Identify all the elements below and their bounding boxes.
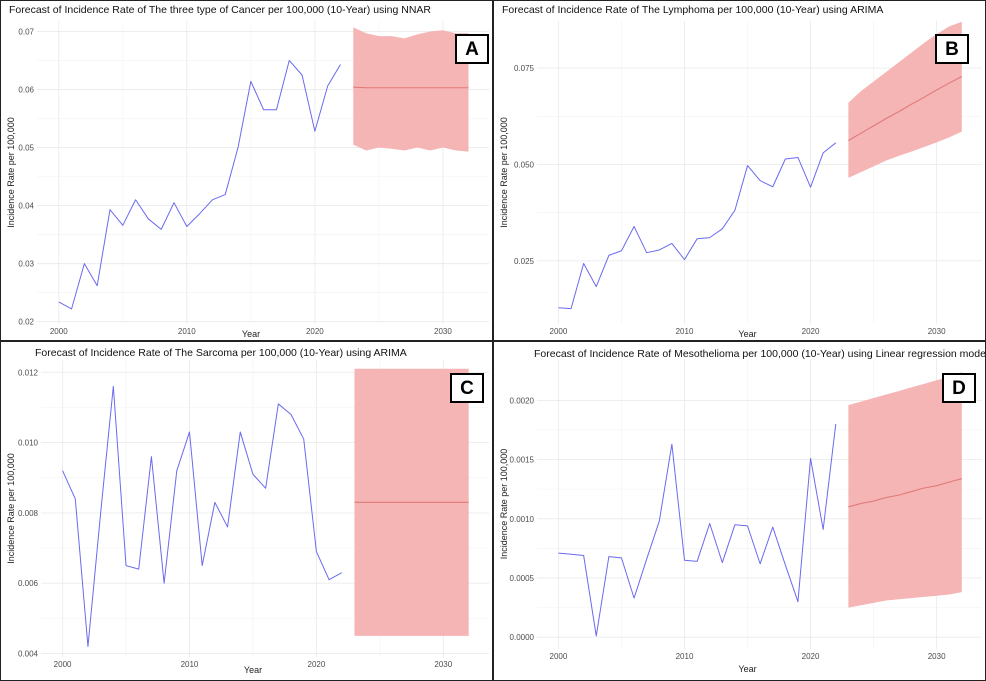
- x-tick-label: 2030: [434, 327, 452, 336]
- chart-panel-b: Forecast of Incidence Rate of The Lympho…: [493, 0, 986, 341]
- panel-badge: C: [450, 373, 484, 403]
- panel-badge: D: [942, 373, 976, 403]
- y-tick-label: 0.0005: [510, 574, 535, 583]
- x-tick-label: 2020: [308, 660, 326, 669]
- x-axis-label: Year: [738, 329, 756, 339]
- panel-badge: B: [935, 34, 969, 64]
- y-tick-label: 0.03: [18, 260, 34, 269]
- x-tick-label: 2030: [928, 327, 946, 336]
- y-tick-label: 0.02: [18, 318, 34, 327]
- y-tick-label: 0.010: [18, 439, 39, 448]
- y-tick-label: 0.07: [18, 27, 34, 36]
- y-tick-label: 0.04: [18, 202, 34, 211]
- history-series-line: [558, 142, 837, 310]
- forecast-interval-band: [848, 372, 962, 608]
- y-tick-label: 0.0015: [510, 456, 535, 465]
- x-tick-label: 2000: [550, 327, 568, 336]
- y-axis-label: Incidence Rate per 100,000: [6, 453, 16, 564]
- chart-title: Forecast of Incidence Rate of The Sarcom…: [35, 347, 407, 359]
- y-tick-label: 0.05: [18, 144, 34, 153]
- forecast-mean-line: [848, 478, 962, 508]
- chart-title: Forecast of Incidence Rate of The Lympho…: [502, 4, 884, 16]
- panel-badge: A: [455, 34, 489, 64]
- y-tick-label: 0.0000: [510, 633, 535, 642]
- chart-svg: 2000 2010 2020 2030 0.025 0.050 0.075 Year Incid…: [499, 21, 982, 339]
- history-series-line: [62, 385, 343, 647]
- y-tick-label: 0.008: [18, 509, 39, 518]
- x-axis-label: Year: [242, 329, 260, 339]
- y-axis-label: Incidence Rate per 100,000: [6, 117, 16, 228]
- chart-svg: 2000 2010 2020 2030 0.02 0.03 0.04 0.05 0.06 0.07…: [6, 21, 489, 339]
- chart-panel-a: Forecast of Incidence Rate of The three …: [0, 0, 493, 341]
- y-axis-label: Incidence Rate per 100,000: [499, 117, 509, 228]
- x-tick-label: 2010: [676, 652, 694, 661]
- y-tick-label: 0.0010: [510, 515, 535, 524]
- x-tick-label: 2020: [306, 327, 324, 336]
- x-tick-label: 2030: [434, 660, 452, 669]
- forecast-mean-line: [848, 76, 963, 141]
- y-tick-label: 0.050: [514, 160, 535, 169]
- y-tick-label: 0.075: [514, 64, 535, 73]
- x-tick-label: 2020: [802, 327, 820, 336]
- x-axis-label: Year: [244, 665, 262, 675]
- y-tick-label: 0.006: [18, 579, 39, 588]
- y-tick-label: 0.004: [18, 649, 39, 658]
- forecast-mean-line: [353, 86, 469, 89]
- x-tick-label: 2010: [181, 660, 199, 669]
- chart-svg: 2000 2010 2020 2030 0.0000 0.0005 0.0010 0.0015…: [499, 359, 982, 674]
- x-tick-label: 2000: [54, 660, 72, 669]
- x-tick-label: 2020: [802, 652, 820, 661]
- history-series-line: [58, 59, 341, 310]
- history-series-line: [558, 424, 837, 637]
- x-tick-label: 2000: [550, 652, 568, 661]
- x-tick-label: 2030: [928, 652, 946, 661]
- chart-title: Forecast of Incidence Rate of The three …: [9, 4, 431, 16]
- forecast-interval-band: [353, 27, 469, 152]
- y-tick-label: 0.06: [18, 85, 34, 94]
- x-tick-label: 2010: [178, 327, 196, 336]
- x-tick-label: 2010: [676, 327, 694, 336]
- y-tick-label: 0.012: [18, 368, 39, 377]
- y-tick-label: 0.025: [514, 257, 535, 266]
- chart-panel-d: Forecast of Incidence Rate of Mesothelio…: [493, 341, 986, 681]
- chart-svg: 2000 2010 2020 2030 0.004 0.006 0.008 0.010 0.01…: [6, 360, 489, 675]
- y-axis-label: Incidence Rate per 100,000: [499, 449, 509, 560]
- y-tick-label: 0.0020: [510, 396, 535, 405]
- x-tick-label: 2000: [50, 327, 68, 336]
- chart-panel-c: Forecast of Incidence Rate of The Sarcom…: [0, 341, 493, 681]
- chart-title: Forecast of Incidence Rate of Mesothelio…: [534, 348, 986, 360]
- x-axis-label: Year: [738, 664, 756, 674]
- forecast-interval-band: [848, 21, 962, 178]
